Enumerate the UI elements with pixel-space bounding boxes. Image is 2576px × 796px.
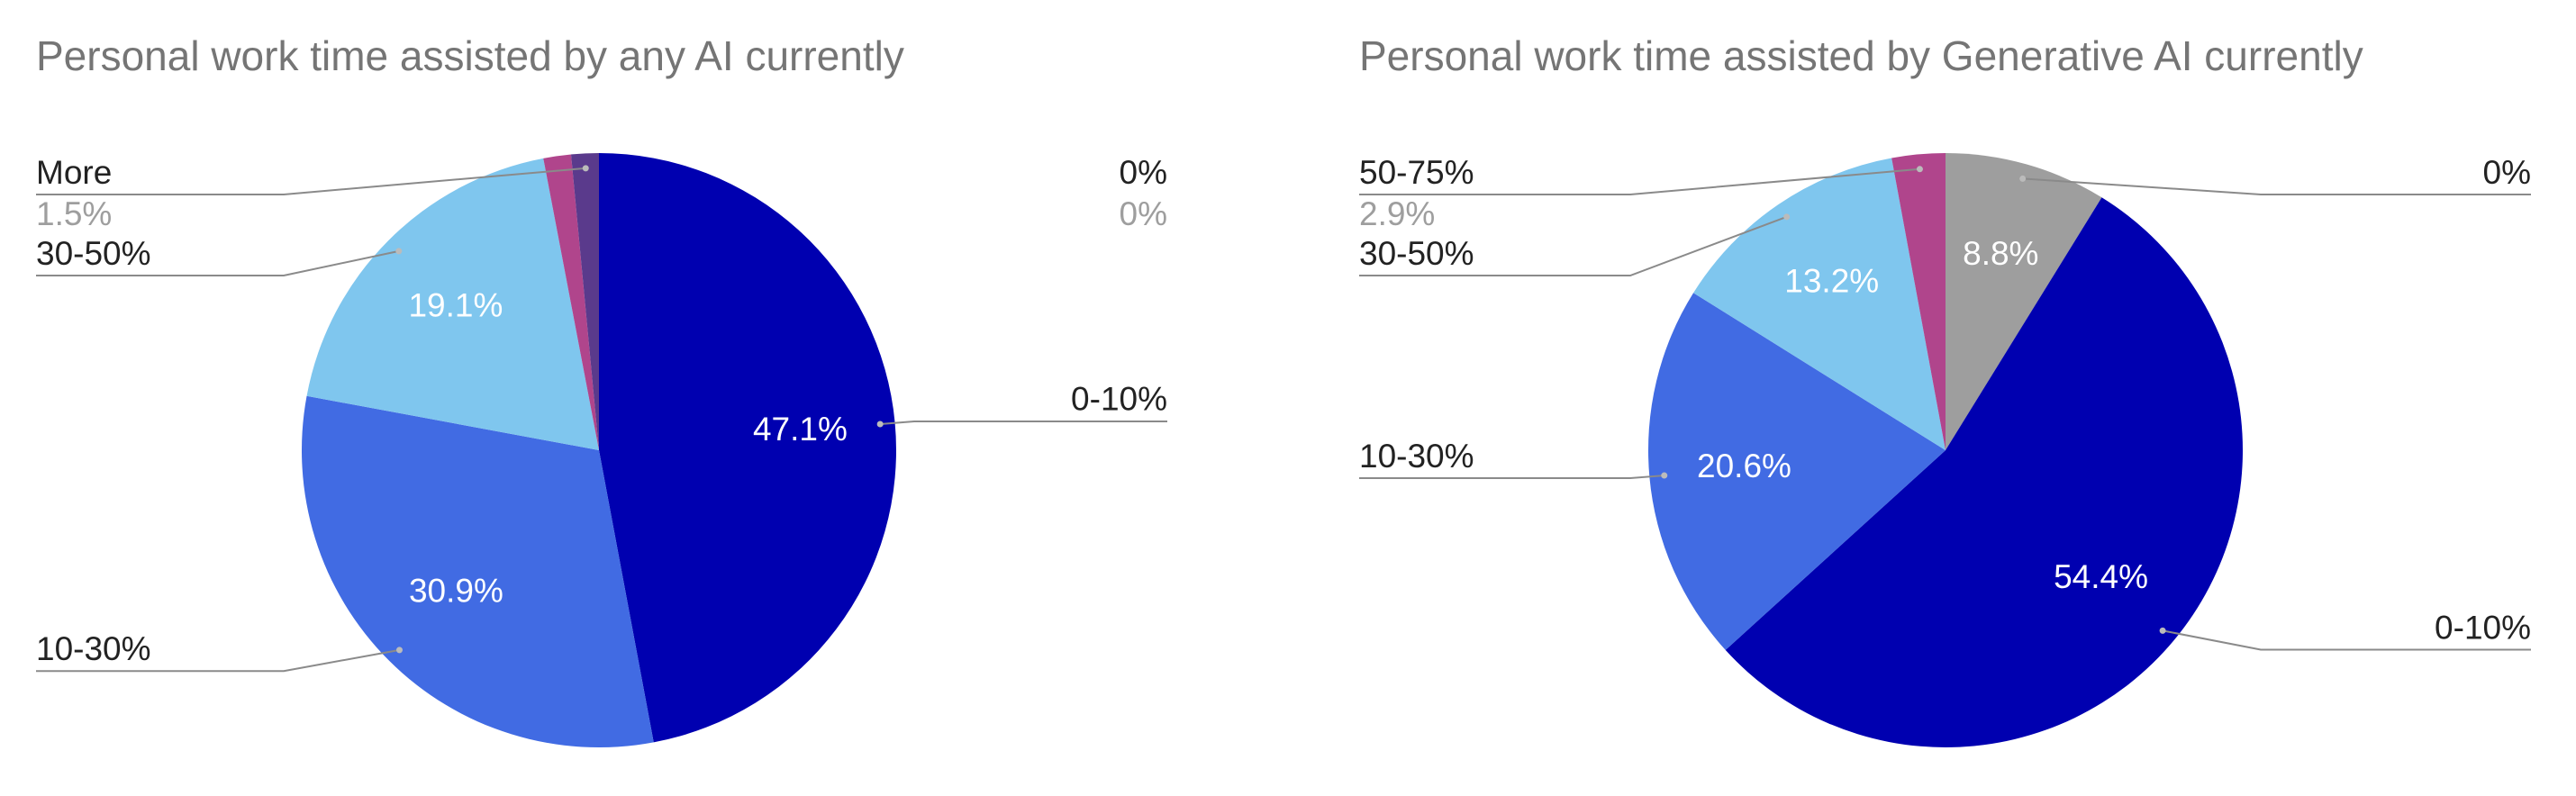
category-label: 0-10% (1071, 381, 1167, 418)
pie-slice (302, 395, 654, 747)
slice-value-label: 2.9% (1359, 195, 1435, 232)
category-label: More (36, 154, 112, 191)
leader-dot (1783, 213, 1791, 221)
slice-value-label: 47.1% (753, 411, 848, 448)
leader-line (880, 420, 1167, 426)
pie-slice (1648, 293, 1946, 650)
chart-title: Personal work time assisted by Generativ… (1359, 32, 2363, 79)
pie-slice (1891, 153, 1946, 450)
slice-value-label: 54.4% (2054, 558, 2148, 595)
slice-value-label: 30.9% (409, 573, 503, 610)
category-label: 10-30% (1359, 438, 1474, 475)
pie-slice (306, 158, 599, 451)
leader-line (1359, 475, 1664, 480)
category-label: 0% (1120, 154, 1167, 191)
leader-dot (395, 248, 403, 255)
leader-line (36, 648, 400, 673)
pie-slice (1725, 197, 2243, 747)
leader-dot (876, 421, 884, 428)
category-label: 50-75% (1359, 154, 1474, 191)
pie-slice (570, 153, 599, 450)
pie-slice (1946, 153, 2102, 450)
pie-slice (543, 154, 599, 451)
slice-value-label: 13.2% (1784, 262, 1879, 299)
leader-dot (582, 165, 589, 172)
leader-dot (2159, 627, 2166, 634)
leader-dot (1916, 166, 1923, 173)
category-label: 10-30% (36, 630, 151, 667)
pie-slice (599, 153, 896, 743)
leader-line (1359, 167, 1920, 195)
leader-line (36, 167, 586, 195)
slice-value-label: 19.1% (408, 286, 503, 323)
leader-dot (1661, 472, 1668, 479)
slice-value-label: 20.6% (1697, 448, 1791, 484)
slice-value-label: 0% (1120, 195, 1167, 232)
leader-line (2162, 629, 2531, 651)
category-label: 30-50% (1359, 235, 1474, 272)
slice-value-label: 1.5% (36, 195, 112, 232)
category-label: 30-50% (36, 235, 151, 272)
leader-dot (2019, 175, 2027, 182)
category-label: 0-10% (2435, 609, 2531, 646)
leader-line (36, 249, 400, 276)
leader-line (1359, 215, 1787, 276)
slice-value-label: 8.8% (1963, 235, 2038, 272)
category-label: 0% (2483, 154, 2531, 191)
leader-line (2022, 177, 2531, 195)
pie-slice (1693, 158, 1946, 450)
chart-title: Personal work time assisted by any AI cu… (36, 32, 904, 79)
leader-dot (395, 647, 403, 654)
